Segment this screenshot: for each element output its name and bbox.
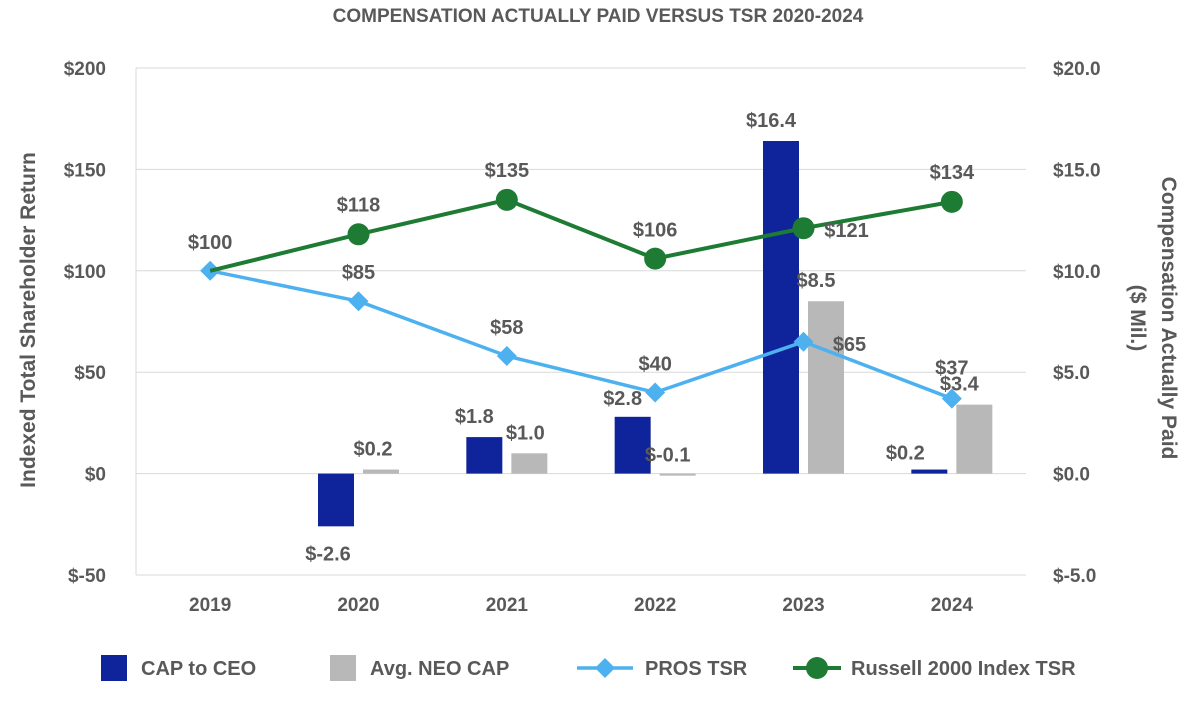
marker-pros-tsr — [793, 331, 814, 352]
right-tick-label: $5.0 — [1053, 363, 1090, 384]
x-tick-label: 2022 — [634, 595, 676, 616]
pros-tsr-data-label: $100 — [188, 232, 233, 254]
russell-2000-tsr-data-label: $134 — [930, 162, 975, 184]
legend-label: Russell 2000 Index TSR — [851, 658, 1076, 680]
marker-russell-2000-tsr — [495, 188, 518, 211]
bar-data-label: $0.2 — [354, 439, 393, 461]
pros-tsr-data-label: $40 — [638, 353, 671, 375]
x-tick-label: 2020 — [337, 595, 379, 616]
y-axis-label: Indexed Total Shareholder Return — [17, 152, 40, 488]
bar-cap-ceo — [911, 469, 948, 474]
bar-data-label: $-2.6 — [305, 543, 351, 565]
x-tick-label: 2023 — [782, 595, 824, 616]
legend-swatch — [330, 655, 356, 681]
russell-2000-tsr-data-label: $121 — [824, 220, 869, 242]
bar-data-label: $-0.1 — [645, 445, 691, 467]
bar-avg-neo-cap — [363, 469, 399, 474]
marker-pros-tsr — [941, 388, 962, 409]
marker-pros-tsr — [348, 291, 369, 312]
x-tick-label: 2021 — [486, 595, 529, 616]
legend-item-cap-to-ceo: CAP to CEO — [101, 655, 256, 681]
legend-item-russell-2000-index-tsr: Russell 2000 Index TSR — [793, 657, 1076, 680]
bar-avg-neo-cap — [808, 301, 844, 474]
y2-axis-label-line2: ($ Mil.) — [1126, 285, 1149, 352]
data-labels: $-2.6 $1.8 $2.8 $16.4 $0.2 $0.2 $1.0 $-0.1 $8.5 $… — [188, 110, 980, 565]
bar-cap-ceo — [466, 437, 503, 474]
left-tick-label: $-50 — [68, 566, 106, 587]
bars — [318, 141, 993, 527]
bar-avg-neo-cap — [511, 453, 548, 474]
legend-diamond-icon — [595, 658, 615, 678]
pros-tsr-data-label: $37 — [935, 358, 968, 380]
bar-data-label: $3.4 — [940, 374, 980, 396]
russell-2000-tsr-data-label: $118 — [337, 194, 380, 216]
legend-label: CAP to CEO — [141, 658, 256, 680]
right-tick-label: $15.0 — [1053, 160, 1101, 181]
bar-cap-ceo — [763, 141, 799, 474]
marker-russell-2000-tsr — [940, 190, 963, 213]
left-tick-label: $50 — [74, 363, 106, 384]
bar-avg-neo-cap — [956, 404, 993, 474]
bar-cap-ceo — [614, 416, 651, 474]
bar-data-label: $0.2 — [886, 443, 925, 465]
marker-russell-2000-tsr — [644, 247, 667, 270]
right-tick-label: $-5.0 — [1053, 566, 1096, 587]
chart-title: COMPENSATION ACTUALLY PAID VERSUS TSR 20… — [333, 6, 864, 27]
lines — [200, 188, 963, 409]
left-tick-label: $0 — [85, 465, 106, 486]
right-tick-label: $20.0 — [1053, 59, 1101, 80]
right-tick-label: $10.0 — [1053, 262, 1101, 283]
left-axis-ticks: $-50 $0 $50 $100 $150 $200 — [64, 59, 106, 587]
left-tick-label: $150 — [64, 160, 106, 181]
marker-russell-2000-tsr — [347, 223, 370, 246]
marker-pros-tsr — [645, 382, 666, 403]
pros-tsr-data-label: $85 — [342, 262, 375, 284]
right-axis-ticks: $-5.0 $0.0 $5.0 $10.0 $15.0 $20.0 — [1053, 59, 1101, 587]
legend-circle-icon — [806, 657, 828, 679]
russell-2000-tsr-data-label: $106 — [633, 220, 678, 242]
x-axis-ticks: 2019 2020 2021 2022 2023 2024 — [189, 595, 973, 616]
x-tick-label: 2024 — [931, 595, 974, 616]
bar-cap-ceo — [318, 473, 354, 527]
legend-item-avg-neo-cap: Avg. NEO CAP — [330, 655, 509, 681]
y2-axis-label-line1: Compensation Actually Paid — [1157, 177, 1180, 460]
legend-label: PROS TSR — [645, 658, 748, 680]
legend-label: Avg. NEO CAP — [370, 658, 509, 680]
line-russell-2000-tsr — [209, 197, 953, 273]
gridlines — [135, 67, 1026, 576]
legend-item-pros-tsr: PROS TSR — [577, 658, 748, 680]
russell-2000-tsr-data-label: $135 — [485, 160, 530, 182]
bar-avg-neo-cap — [659, 473, 696, 476]
legend-swatch — [101, 655, 127, 681]
pros-tsr-data-label: $58 — [490, 317, 523, 339]
marker-russell-2000-tsr — [792, 217, 815, 240]
bar-data-label: $1.8 — [455, 406, 494, 428]
bar-data-label: $8.5 — [797, 270, 836, 292]
pros-tsr-data-label: $65 — [833, 334, 866, 356]
legend: CAP to CEO Avg. NEO CAP PROS TSR Russell 20… — [101, 655, 1076, 681]
line-pros-tsr — [209, 269, 953, 401]
left-tick-label: $100 — [64, 262, 106, 283]
marker-pros-tsr — [496, 345, 517, 366]
left-tick-label: $200 — [64, 59, 106, 80]
bar-data-label: $16.4 — [746, 110, 797, 132]
bar-data-label: $2.8 — [603, 388, 642, 410]
right-tick-label: $0.0 — [1053, 465, 1090, 486]
bar-data-label: $1.0 — [506, 422, 545, 444]
x-tick-label: 2019 — [189, 595, 231, 616]
